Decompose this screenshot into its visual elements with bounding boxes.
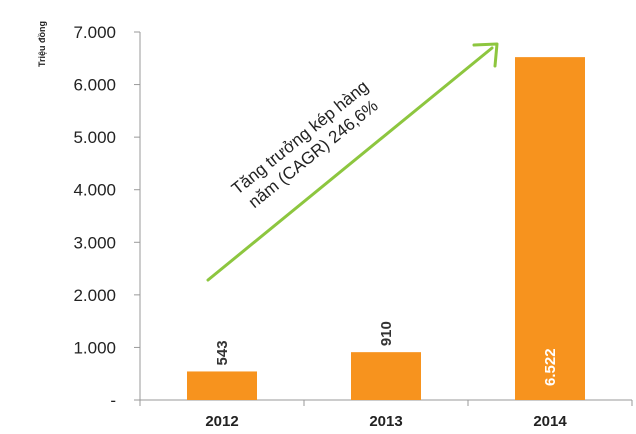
data-label: 6.522 — [542, 348, 559, 386]
arrow-head-icon — [472, 42, 499, 68]
bar-2012 — [187, 371, 257, 400]
y-axis-ticks: - 1.000 2.000 3.000 4.000 5.000 6.000 7.000 — [73, 23, 140, 410]
bar-2014 — [515, 57, 585, 400]
y-tick-label: - — [110, 391, 116, 410]
data-label: 543 — [214, 340, 231, 365]
y-tick-label: 5.000 — [73, 128, 116, 147]
y-tick-label: 2.000 — [73, 286, 116, 305]
growth-arrow — [206, 46, 494, 282]
bar-2013 — [351, 352, 421, 400]
bar-series: 543 910 6.522 — [187, 57, 585, 400]
annotation-line-1: Tăng trưởng kép hàng — [228, 77, 372, 199]
cagr-annotation: Tăng trưởng kép hàng năm (CAGR) 246,6% — [206, 42, 499, 282]
y-tick-label: 7.000 — [73, 23, 116, 42]
x-axis-ticks: 2012 2013 2014 — [139, 400, 633, 430]
y-tick-label: 4.000 — [73, 181, 116, 200]
x-tick-label: 2013 — [369, 413, 402, 430]
y-tick-label: 3.000 — [73, 233, 116, 252]
y-tick-label: 1.000 — [73, 338, 116, 357]
y-tick-label: 6.000 — [73, 76, 116, 95]
x-tick-label: 2012 — [205, 413, 238, 430]
data-label: 910 — [378, 321, 395, 346]
x-tick-label: 2014 — [533, 413, 567, 430]
y-axis-title: Triệu đồng — [37, 21, 47, 67]
